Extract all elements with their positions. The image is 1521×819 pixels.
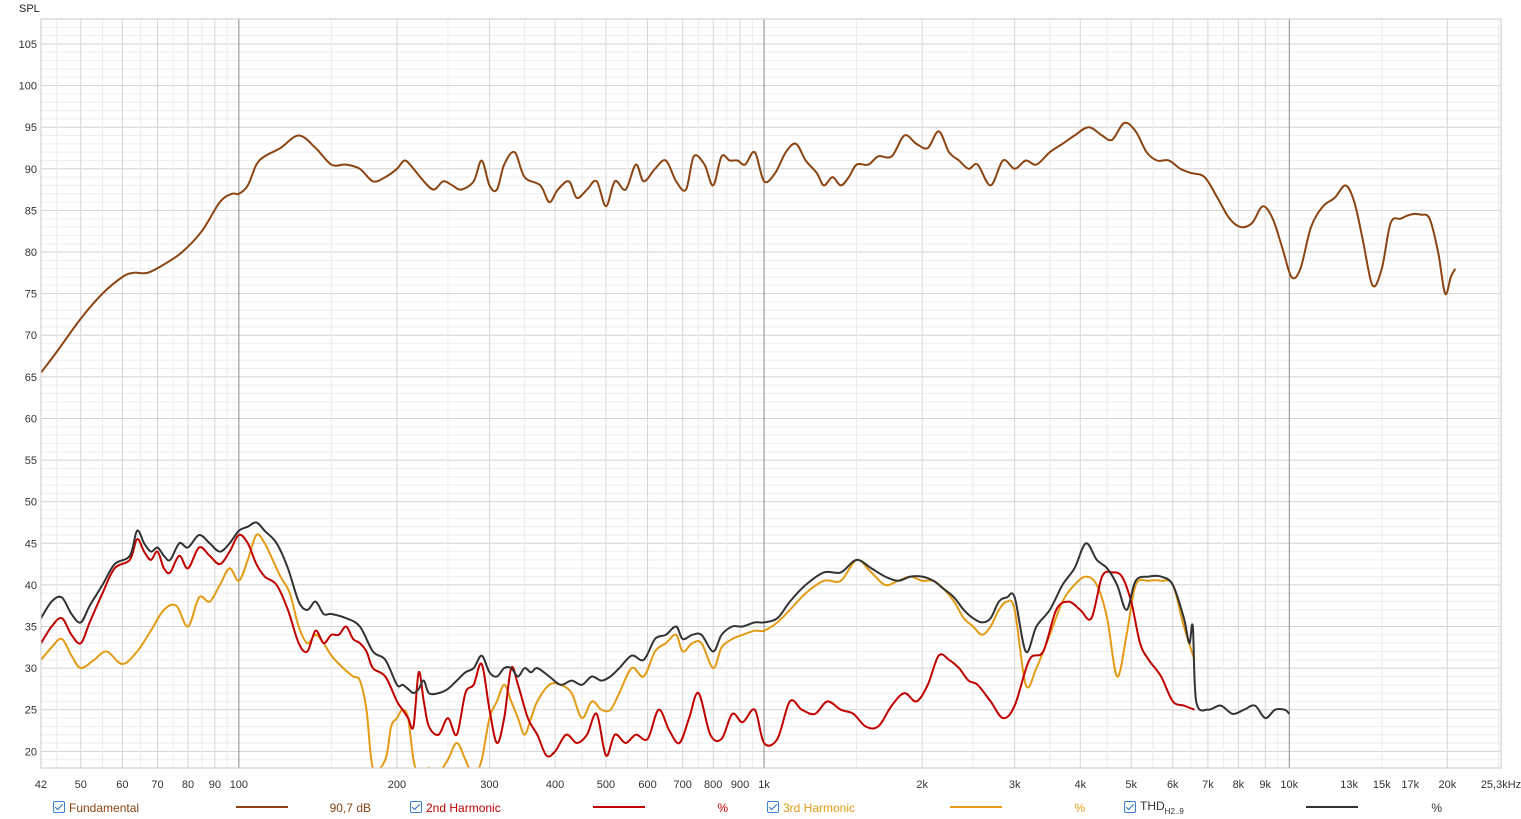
y-tick-label: 75 — [25, 289, 37, 301]
spl-distortion-chart: SPL 20 25 30 35 40 45 50 55 60 65 70 75 80 85 90 95 100 1… — [18, 3, 1521, 791]
x-tick-label: 25,3kHz — [1481, 779, 1521, 791]
y-tick-label: 50 — [25, 497, 37, 509]
legend-swatch-2nd-harmonic — [593, 806, 645, 808]
series-line-thd — [41, 521, 1291, 720]
thd-subscript: H2..9 — [1164, 807, 1184, 816]
x-tick-label: 8k — [1233, 779, 1245, 791]
x-tick-label: 1k — [758, 779, 770, 791]
x-tick-label: 2k — [916, 779, 928, 791]
legend-label-thd: THDH2..9 — [1140, 799, 1184, 816]
plot-frame — [40, 18, 1502, 769]
series-lines — [41, 121, 1457, 768]
y-tick-label: 55 — [25, 455, 37, 467]
y-tick-label: 60 — [25, 413, 37, 425]
legend-swatch-3rd-harmonic — [950, 806, 1002, 808]
y-tick-label: 85 — [25, 205, 37, 217]
x-tick-label: 600 — [638, 779, 656, 791]
x-tick-label: 70 — [151, 779, 163, 791]
x-tick-label: 3k — [1009, 779, 1021, 791]
y-tick-label: 100 — [19, 81, 37, 93]
x-tick-labels: 42 50 60 70 80 90 100 200 300 400 500 600 700 800 900 1… — [35, 779, 1521, 791]
thd-name: THD — [1140, 799, 1165, 813]
fundamental-checkbox[interactable] — [53, 801, 65, 813]
legend-value-3rd-harmonic: % — [1074, 801, 1085, 815]
x-tick-label: 200 — [388, 779, 406, 791]
2nd-harmonic-checkbox[interactable] — [410, 801, 422, 813]
y-tick-label: 45 — [25, 538, 37, 550]
y-tick-label: 95 — [25, 122, 37, 134]
x-tick-label: 42 — [35, 779, 47, 791]
y-tick-labels: 20 25 30 35 40 45 50 55 60 65 70 75 80 85 90 95 100 105 — [19, 39, 37, 758]
y-tick-label: 25 — [25, 705, 37, 717]
series-line-fundamental — [41, 121, 1457, 374]
series-line-2nd-harmonic — [41, 533, 1195, 758]
y-tick-label: 70 — [25, 330, 37, 342]
x-tick-label: 60 — [116, 779, 128, 791]
x-tick-label: 13k — [1340, 779, 1358, 791]
x-tick-label: 300 — [480, 779, 498, 791]
y-tick-label: 40 — [25, 580, 37, 592]
legend-label-fundamental: Fundamental — [69, 801, 140, 815]
legend-label-3rd-harmonic: 3rd Harmonic — [783, 801, 856, 815]
x-tick-label: 400 — [546, 779, 564, 791]
legend-value-2nd-harmonic: % — [717, 801, 728, 815]
legend-value-fundamental: 90,7 dB — [329, 801, 371, 815]
legend-label-2nd-harmonic: 2nd Harmonic — [426, 801, 501, 815]
x-tick-label: 90 — [209, 779, 221, 791]
x-tick-label: 20k — [1439, 779, 1457, 791]
x-tick-label: 900 — [731, 779, 749, 791]
x-tick-label: 80 — [182, 779, 194, 791]
legend: Fundamental 90,7 dB 2nd Harmonic % 3rd H… — [0, 796, 1521, 819]
x-tick-label: 4k — [1074, 779, 1086, 791]
x-tick-label: 700 — [674, 779, 692, 791]
y-tick-label: 20 — [25, 746, 37, 758]
y-tick-label: 80 — [25, 247, 37, 259]
x-tick-label: 15k — [1373, 779, 1391, 791]
x-tick-label: 5k — [1125, 779, 1137, 791]
x-tick-label: 10k — [1280, 779, 1298, 791]
y-tick-label: 65 — [25, 372, 37, 384]
x-tick-label: 100 — [230, 779, 248, 791]
x-tick-label: 500 — [597, 779, 615, 791]
x-tick-label: 7k — [1202, 779, 1214, 791]
legend-swatch-fundamental — [236, 806, 288, 808]
x-tick-label: 800 — [704, 779, 722, 791]
3rd-harmonic-checkbox[interactable] — [767, 801, 779, 813]
x-tick-label: 6k — [1167, 779, 1179, 791]
y-tick-label: 30 — [25, 663, 37, 675]
legend-swatch-thd — [1306, 806, 1358, 808]
x-tick-label: 17k — [1401, 779, 1419, 791]
y-tick-label: 35 — [25, 622, 37, 634]
y-tick-label: 105 — [19, 39, 37, 51]
y-tick-label: 90 — [25, 164, 37, 176]
legend-value-thd: % — [1431, 801, 1442, 815]
thd-checkbox[interactable] — [1124, 801, 1136, 813]
x-tick-label: 50 — [75, 779, 87, 791]
y-axis-label: SPL — [19, 3, 40, 15]
x-tick-label: 9k — [1259, 779, 1271, 791]
